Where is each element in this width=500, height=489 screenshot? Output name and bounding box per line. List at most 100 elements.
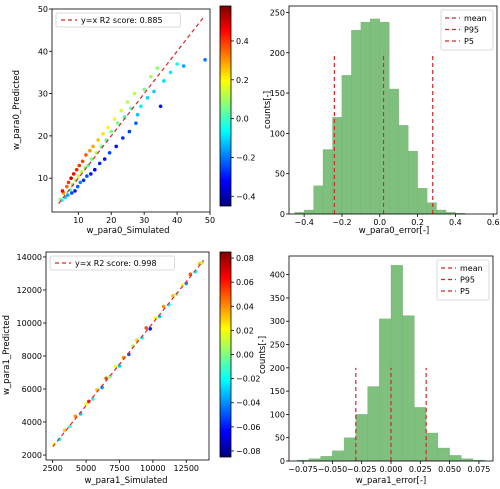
x-tick-label: −0.2 <box>332 218 351 227</box>
histogram-bar <box>426 432 439 462</box>
legend-label: P5 <box>464 37 474 46</box>
histogram-bar <box>389 88 399 215</box>
histogram-bar <box>402 315 415 462</box>
y-tick-label: 10 <box>38 174 48 183</box>
scatter-point <box>84 153 88 157</box>
scatter-point <box>91 397 95 401</box>
scatter-point <box>152 89 156 94</box>
scatter-point <box>203 58 207 62</box>
scatter-point <box>162 79 166 83</box>
colorbar-tick-label: 0.0 <box>236 115 249 124</box>
y-tick-label: 150 <box>270 89 285 98</box>
colorbar-frame <box>219 5 232 207</box>
histogram-bar <box>322 149 333 215</box>
scatter-point <box>96 138 100 142</box>
panel-para0-scatter: 10 20 30 40 50 10 20 30 40 50 y=x R2 score: 0.885 0… <box>12 5 255 236</box>
scatter-point <box>107 151 112 155</box>
legend-label: P95 <box>464 26 479 35</box>
histogram-bar <box>407 150 418 215</box>
x-tick-label: 12500 <box>174 464 199 473</box>
scatter-point <box>121 136 125 140</box>
scatter-point <box>149 74 153 79</box>
x-tick-label: 10 <box>73 216 83 225</box>
legend-box <box>440 9 494 51</box>
scatter-point <box>144 326 148 330</box>
y-tick-label: 400 <box>270 271 285 280</box>
scatter-point <box>93 167 97 172</box>
legend-box <box>55 12 181 28</box>
scatter-point <box>139 104 143 109</box>
scatter-point <box>180 283 185 287</box>
x-tick-label: 40 <box>172 216 182 225</box>
scatter-point <box>125 100 130 104</box>
xlabel-para1-error: w_para1_error[-] <box>356 476 426 486</box>
x-tick-label: 2500 <box>43 464 63 473</box>
xlabel-para0-error: w_para0_error[-] <box>359 226 429 236</box>
scatter-point <box>76 174 81 178</box>
diagonal-line <box>58 17 204 204</box>
scatter-point <box>84 402 88 406</box>
histogram-bar <box>351 30 362 215</box>
legend-box <box>49 255 175 271</box>
x-tick-label: −0.025 <box>347 465 377 474</box>
scatter-point <box>78 180 83 185</box>
ylabel-para0-pred: w_para0_Predicted <box>12 70 22 150</box>
scatter-points <box>52 260 205 447</box>
scatter-point <box>91 144 95 149</box>
legend-label: P5 <box>460 287 470 296</box>
y-tick-label: 100 <box>270 410 285 419</box>
y-tick-label: 0 <box>280 210 285 219</box>
scatter-points <box>58 58 207 202</box>
scatter-point <box>89 172 93 176</box>
y-tick-label: 350 <box>270 294 285 303</box>
scatter-point <box>114 144 118 149</box>
scatter-point <box>71 172 76 176</box>
plot-frame <box>51 8 211 213</box>
scatter-point <box>66 193 70 197</box>
histogram-bar <box>379 318 392 462</box>
scatter-point <box>77 163 82 168</box>
scatter-point <box>142 87 146 92</box>
x-tick-label: 50 <box>205 216 215 225</box>
colorbar-tick-label: −0.2 <box>236 153 255 162</box>
y-tick-label: 50 <box>38 5 48 14</box>
legend-label: y=x R2 score: 0.998 <box>75 259 157 268</box>
x-tick-label: 0.000 <box>380 465 403 474</box>
scatter-point <box>106 125 110 130</box>
y-tick-label: 100 <box>270 129 285 138</box>
scatter-point <box>145 96 150 100</box>
ylabel-para0-counts: counts[-] <box>263 91 273 129</box>
scatter-point <box>85 174 89 178</box>
scatter-point <box>74 167 79 172</box>
histogram-bar <box>355 414 368 462</box>
colorbar-tick-label: 0.2 <box>236 76 249 85</box>
ylabel-para1-pred: w_para1_Predicted <box>2 315 12 395</box>
scatter-point <box>68 424 72 429</box>
legend-label: P95 <box>460 276 475 285</box>
y-tick-label: 20 <box>38 132 48 141</box>
y-tick-label: 40 <box>38 47 48 56</box>
scatter-point <box>119 108 123 113</box>
legend-box <box>436 259 490 301</box>
scatter-point <box>109 129 114 134</box>
scatter-point <box>60 189 65 193</box>
colorbar <box>220 252 231 457</box>
scatter-point <box>175 62 179 66</box>
scatter-point <box>70 191 74 195</box>
scatter-point <box>89 157 94 161</box>
y-tick-label: 250 <box>270 8 285 17</box>
panel-para0-hist: −0.4 −0.2 0.0 0.2 0.4 0.6 0 50 100 150 200 250 mean P… <box>263 5 500 236</box>
x-tick-label: 7500 <box>109 464 129 473</box>
y-tick-label: 50 <box>275 170 285 179</box>
histogram-bar <box>414 407 427 462</box>
colorbar-tick-label: 0.04 <box>236 302 254 311</box>
x-tick-label: 20 <box>106 216 116 225</box>
y-tick-label: 200 <box>270 364 285 373</box>
colorbar-tick-label: 0.06 <box>236 278 254 287</box>
scatter-point <box>116 121 120 125</box>
y-tick-label: 12000 <box>17 286 42 295</box>
scatter-point <box>81 178 86 183</box>
colorbar-tick-label: −0.02 <box>236 375 261 384</box>
x-tick-label: 0.050 <box>438 465 461 474</box>
